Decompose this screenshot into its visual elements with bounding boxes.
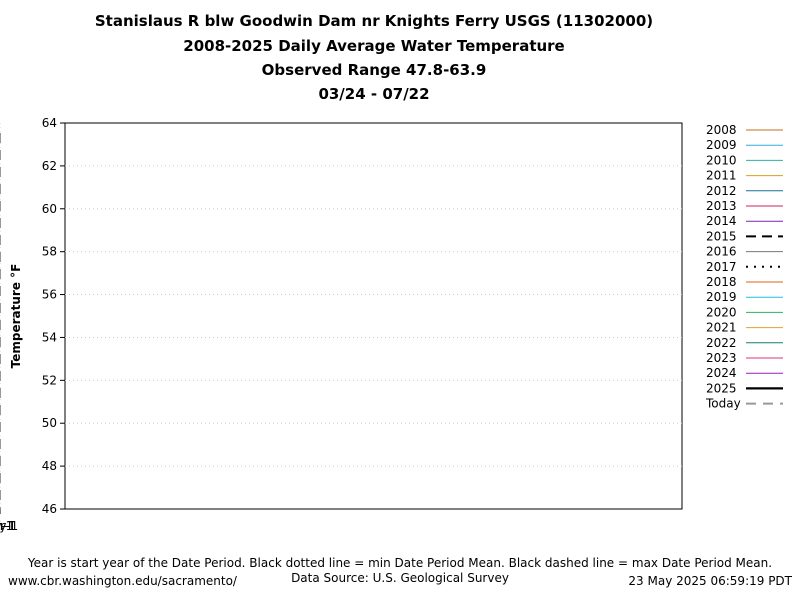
y-axis-label: Temperature °F: [9, 264, 23, 369]
legend-label-2012: 2012: [706, 184, 737, 198]
legend-label-2023: 2023: [706, 351, 737, 365]
legend-label-2022: 2022: [706, 336, 737, 350]
footer-timestamp: 23 May 2025 06:59:19 PDT: [628, 574, 792, 588]
chart-title-line-3: Observed Range 47.8-63.9: [261, 61, 487, 79]
y-tick-label: 60: [42, 202, 57, 216]
y-tick-label: 48: [42, 459, 57, 473]
legend-label-2010: 2010: [706, 153, 737, 167]
legend-label-2014: 2014: [706, 214, 737, 228]
legend-label-2013: 2013: [706, 199, 737, 213]
x-tick-label: Jun-1: [0, 519, 15, 533]
y-tick-label: 52: [42, 373, 57, 387]
legend-label-2024: 2024: [706, 366, 737, 380]
legend-label-2015: 2015: [706, 229, 737, 243]
legend-label-2008: 2008: [706, 123, 737, 137]
footer-url[interactable]: www.cbr.washington.edu/sacramento/: [8, 574, 237, 588]
y-tick-label: 58: [42, 245, 57, 259]
y-tick-label: 46: [42, 502, 57, 516]
x-tick-label: May-1: [0, 519, 18, 533]
chart-title-line-2: 2008-2025 Daily Average Water Temperatur…: [183, 37, 565, 55]
legend-label-2025: 2025: [706, 381, 737, 395]
y-tick-label: 62: [42, 159, 57, 173]
y-tick-label: 64: [42, 116, 57, 130]
y-tick-label: 56: [42, 288, 57, 302]
y-tick-label: 50: [42, 416, 57, 430]
legend-label-2020: 2020: [706, 305, 737, 319]
legend-label-2019: 2019: [706, 290, 737, 304]
legend-label-2016: 2016: [706, 245, 737, 259]
y-tick-label: 54: [42, 330, 57, 344]
footer-source: Data Source: U.S. Geological Survey: [291, 571, 509, 585]
footer-note: Year is start year of the Date Period. B…: [27, 556, 773, 570]
legend-label-Today: Today: [705, 397, 741, 411]
legend-label-2009: 2009: [706, 138, 737, 152]
legend-label-2017: 2017: [706, 260, 737, 274]
plot-frame: [64, 122, 683, 510]
chart-title-line-1: Stanislaus R blw Goodwin Dam nr Knights …: [94, 12, 654, 30]
legend-label-2021: 2021: [706, 321, 737, 335]
chart-title-line-4: 03/24 - 07/22: [318, 85, 430, 103]
legend-label-2011: 2011: [706, 169, 737, 183]
legend-label-2018: 2018: [706, 275, 737, 289]
x-tick-label: Jul-1: [0, 519, 13, 533]
x-tick-label: Apr-1: [0, 519, 16, 533]
